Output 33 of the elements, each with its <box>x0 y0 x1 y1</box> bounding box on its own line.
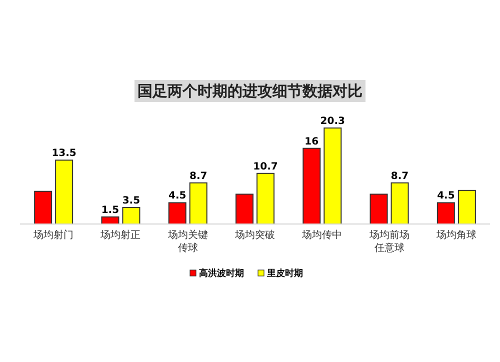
bar <box>256 172 274 224</box>
legend-label: 高洪波时期 <box>199 268 244 279</box>
bar <box>122 206 140 224</box>
bar <box>55 160 74 224</box>
data-label: 16 <box>304 136 319 148</box>
x-tick-label: 场均角球 <box>435 229 478 242</box>
x-tick-label: 场均关键传球 <box>166 229 209 255</box>
data-label: 8.7 <box>390 170 409 182</box>
data-label: 8.7 <box>190 170 208 182</box>
data-label: 10.7 <box>253 161 278 172</box>
bar <box>168 202 186 224</box>
bar <box>370 194 388 224</box>
bar <box>436 202 455 224</box>
data-label: 13.5 <box>52 148 76 160</box>
bar <box>236 194 254 224</box>
x-tick-label: 场均射正 <box>100 229 142 242</box>
bar <box>302 148 321 224</box>
bar <box>189 182 208 224</box>
data-label: 1.5 <box>101 204 120 216</box>
x-tick-label: 场均突破 <box>234 229 276 242</box>
data-label: 4.5 <box>168 190 186 202</box>
title: 国足两个时期的进攻细节数据对比 <box>134 80 366 102</box>
data-label: 20.3 <box>320 116 346 127</box>
x-tick-label: 场均传中 <box>301 229 344 242</box>
data-label: 4.5 <box>437 190 455 202</box>
bar <box>458 190 476 224</box>
bar <box>324 128 342 224</box>
bar <box>34 190 52 224</box>
legend-label: 里皮时期 <box>266 268 303 279</box>
x-tick-label: 场均射门 <box>32 229 75 242</box>
x-tick-label: 场均前场任意球 <box>368 229 410 255</box>
bar <box>390 182 409 224</box>
data-label: 3.5 <box>122 195 140 206</box>
